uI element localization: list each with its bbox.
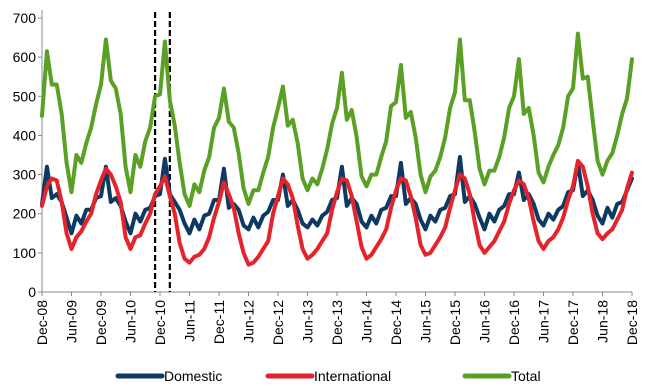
x-tick-label: Dec-15 xyxy=(447,300,463,345)
event-markers xyxy=(153,12,171,292)
legend: Domestic International Total xyxy=(115,368,541,384)
x-tick-label: Dec-14 xyxy=(388,300,404,345)
legend-label-total: Total xyxy=(511,368,541,384)
y-tick-label: 400 xyxy=(13,127,37,143)
x-tick-label: Jun-14 xyxy=(359,300,375,343)
x-tick-label: Jun-12 xyxy=(241,300,257,343)
series-line-international xyxy=(40,158,634,267)
legend-label-domestic: Domestic xyxy=(164,368,222,384)
y-tick-label: 700 xyxy=(13,10,37,26)
x-tick-label: Jun-09 xyxy=(64,300,80,343)
x-tick-label: Dec-10 xyxy=(152,300,168,345)
plot-area xyxy=(40,31,634,267)
y-tick-label: 500 xyxy=(13,88,37,104)
y-tick-label: 100 xyxy=(13,245,37,261)
x-tick-label: Jun-17 xyxy=(536,300,552,343)
x-tick-label: Dec-18 xyxy=(624,300,640,345)
legend-label-international: International xyxy=(314,368,391,384)
y-tick-label: 600 xyxy=(13,49,37,65)
x-tick-label: Dec-08 xyxy=(34,300,50,345)
x-tick-label: Jun-11 xyxy=(182,300,198,342)
x-tick-label: Dec-13 xyxy=(329,300,345,345)
y-tick-label: 200 xyxy=(13,206,37,222)
x-tick-label: Dec-16 xyxy=(506,300,522,345)
x-tick-label: Dec-17 xyxy=(565,300,581,345)
x-tick-label: Dec-11 xyxy=(211,300,227,344)
y-tick-label: 300 xyxy=(13,167,37,183)
x-tick-label: Jun-10 xyxy=(123,300,139,343)
x-tick-label: Jun-16 xyxy=(477,300,493,343)
x-tick-label: Dec-09 xyxy=(93,300,109,345)
x-tick-label: Dec-12 xyxy=(270,300,286,345)
y-tick-label: 0 xyxy=(28,284,36,300)
x-tick-label: Jun-15 xyxy=(418,300,434,343)
x-tick-label: Jun-13 xyxy=(300,300,316,343)
axes: 0 100 200 300 400 500 600 700 Dec-08 Jun-09 Dec-09… xyxy=(13,10,640,345)
x-tick-label: Jun-18 xyxy=(595,300,611,343)
series-line-total xyxy=(40,31,634,208)
